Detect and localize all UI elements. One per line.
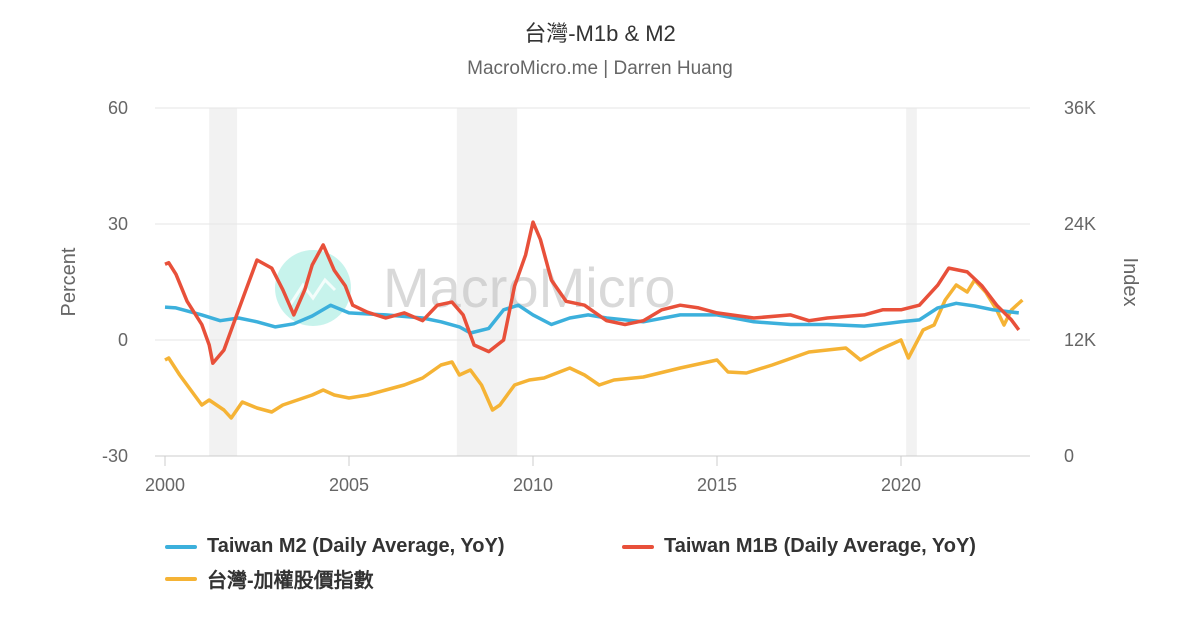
watermark-text: MacroMicro bbox=[383, 256, 675, 319]
legend-item-m1b[interactable]: Taiwan M1B (Daily Average, YoY) bbox=[622, 535, 976, 558]
watermark-logo: MacroMicro bbox=[275, 250, 675, 326]
y-right-axis-title: Index bbox=[1119, 258, 1141, 307]
legend-item-taiex[interactable]: 台灣-加權股價指數 bbox=[165, 564, 374, 593]
chart-subtitle: MacroMicro.me | Darren Huang bbox=[467, 58, 733, 79]
legend-swatch bbox=[622, 544, 654, 549]
series-line-2 bbox=[164, 278, 1024, 420]
series-line-1 bbox=[164, 220, 1021, 365]
legend-swatch bbox=[165, 544, 197, 549]
y-right-tick-label: 36K bbox=[1064, 98, 1096, 118]
x-tick-label: 2000 bbox=[145, 475, 185, 495]
x-tick-label: 2015 bbox=[697, 475, 737, 495]
y-left-tick-label: -30 bbox=[102, 446, 128, 466]
x-tick-label: 2020 bbox=[881, 475, 921, 495]
recession-band bbox=[209, 108, 238, 456]
series-line-0 bbox=[164, 301, 1020, 335]
y-left-tick-label: 30 bbox=[108, 214, 128, 234]
legend-swatch bbox=[165, 576, 197, 581]
y-left-axis-title: Percent bbox=[58, 247, 80, 316]
chart-title: 台灣-M1b & M2 bbox=[524, 21, 676, 46]
y-right-tick-label: 0 bbox=[1064, 446, 1074, 466]
y-left-tick-label: 0 bbox=[118, 330, 128, 350]
legend-label: Taiwan M1B (Daily Average, YoY) bbox=[664, 535, 976, 557]
x-tick-label: 2005 bbox=[329, 475, 369, 495]
y-right-tick-label: 24K bbox=[1064, 214, 1096, 234]
legend-label: 台灣-加權股價指數 bbox=[207, 570, 374, 592]
y-left-tick-label: 60 bbox=[108, 98, 128, 118]
legend-item-m2[interactable]: Taiwan M2 (Daily Average, YoY) bbox=[165, 535, 505, 558]
y-right-tick-label: 12K bbox=[1064, 330, 1096, 350]
recession-band bbox=[906, 108, 917, 456]
legend-label: Taiwan M2 (Daily Average, YoY) bbox=[207, 535, 505, 557]
x-tick-label: 2010 bbox=[513, 475, 553, 495]
